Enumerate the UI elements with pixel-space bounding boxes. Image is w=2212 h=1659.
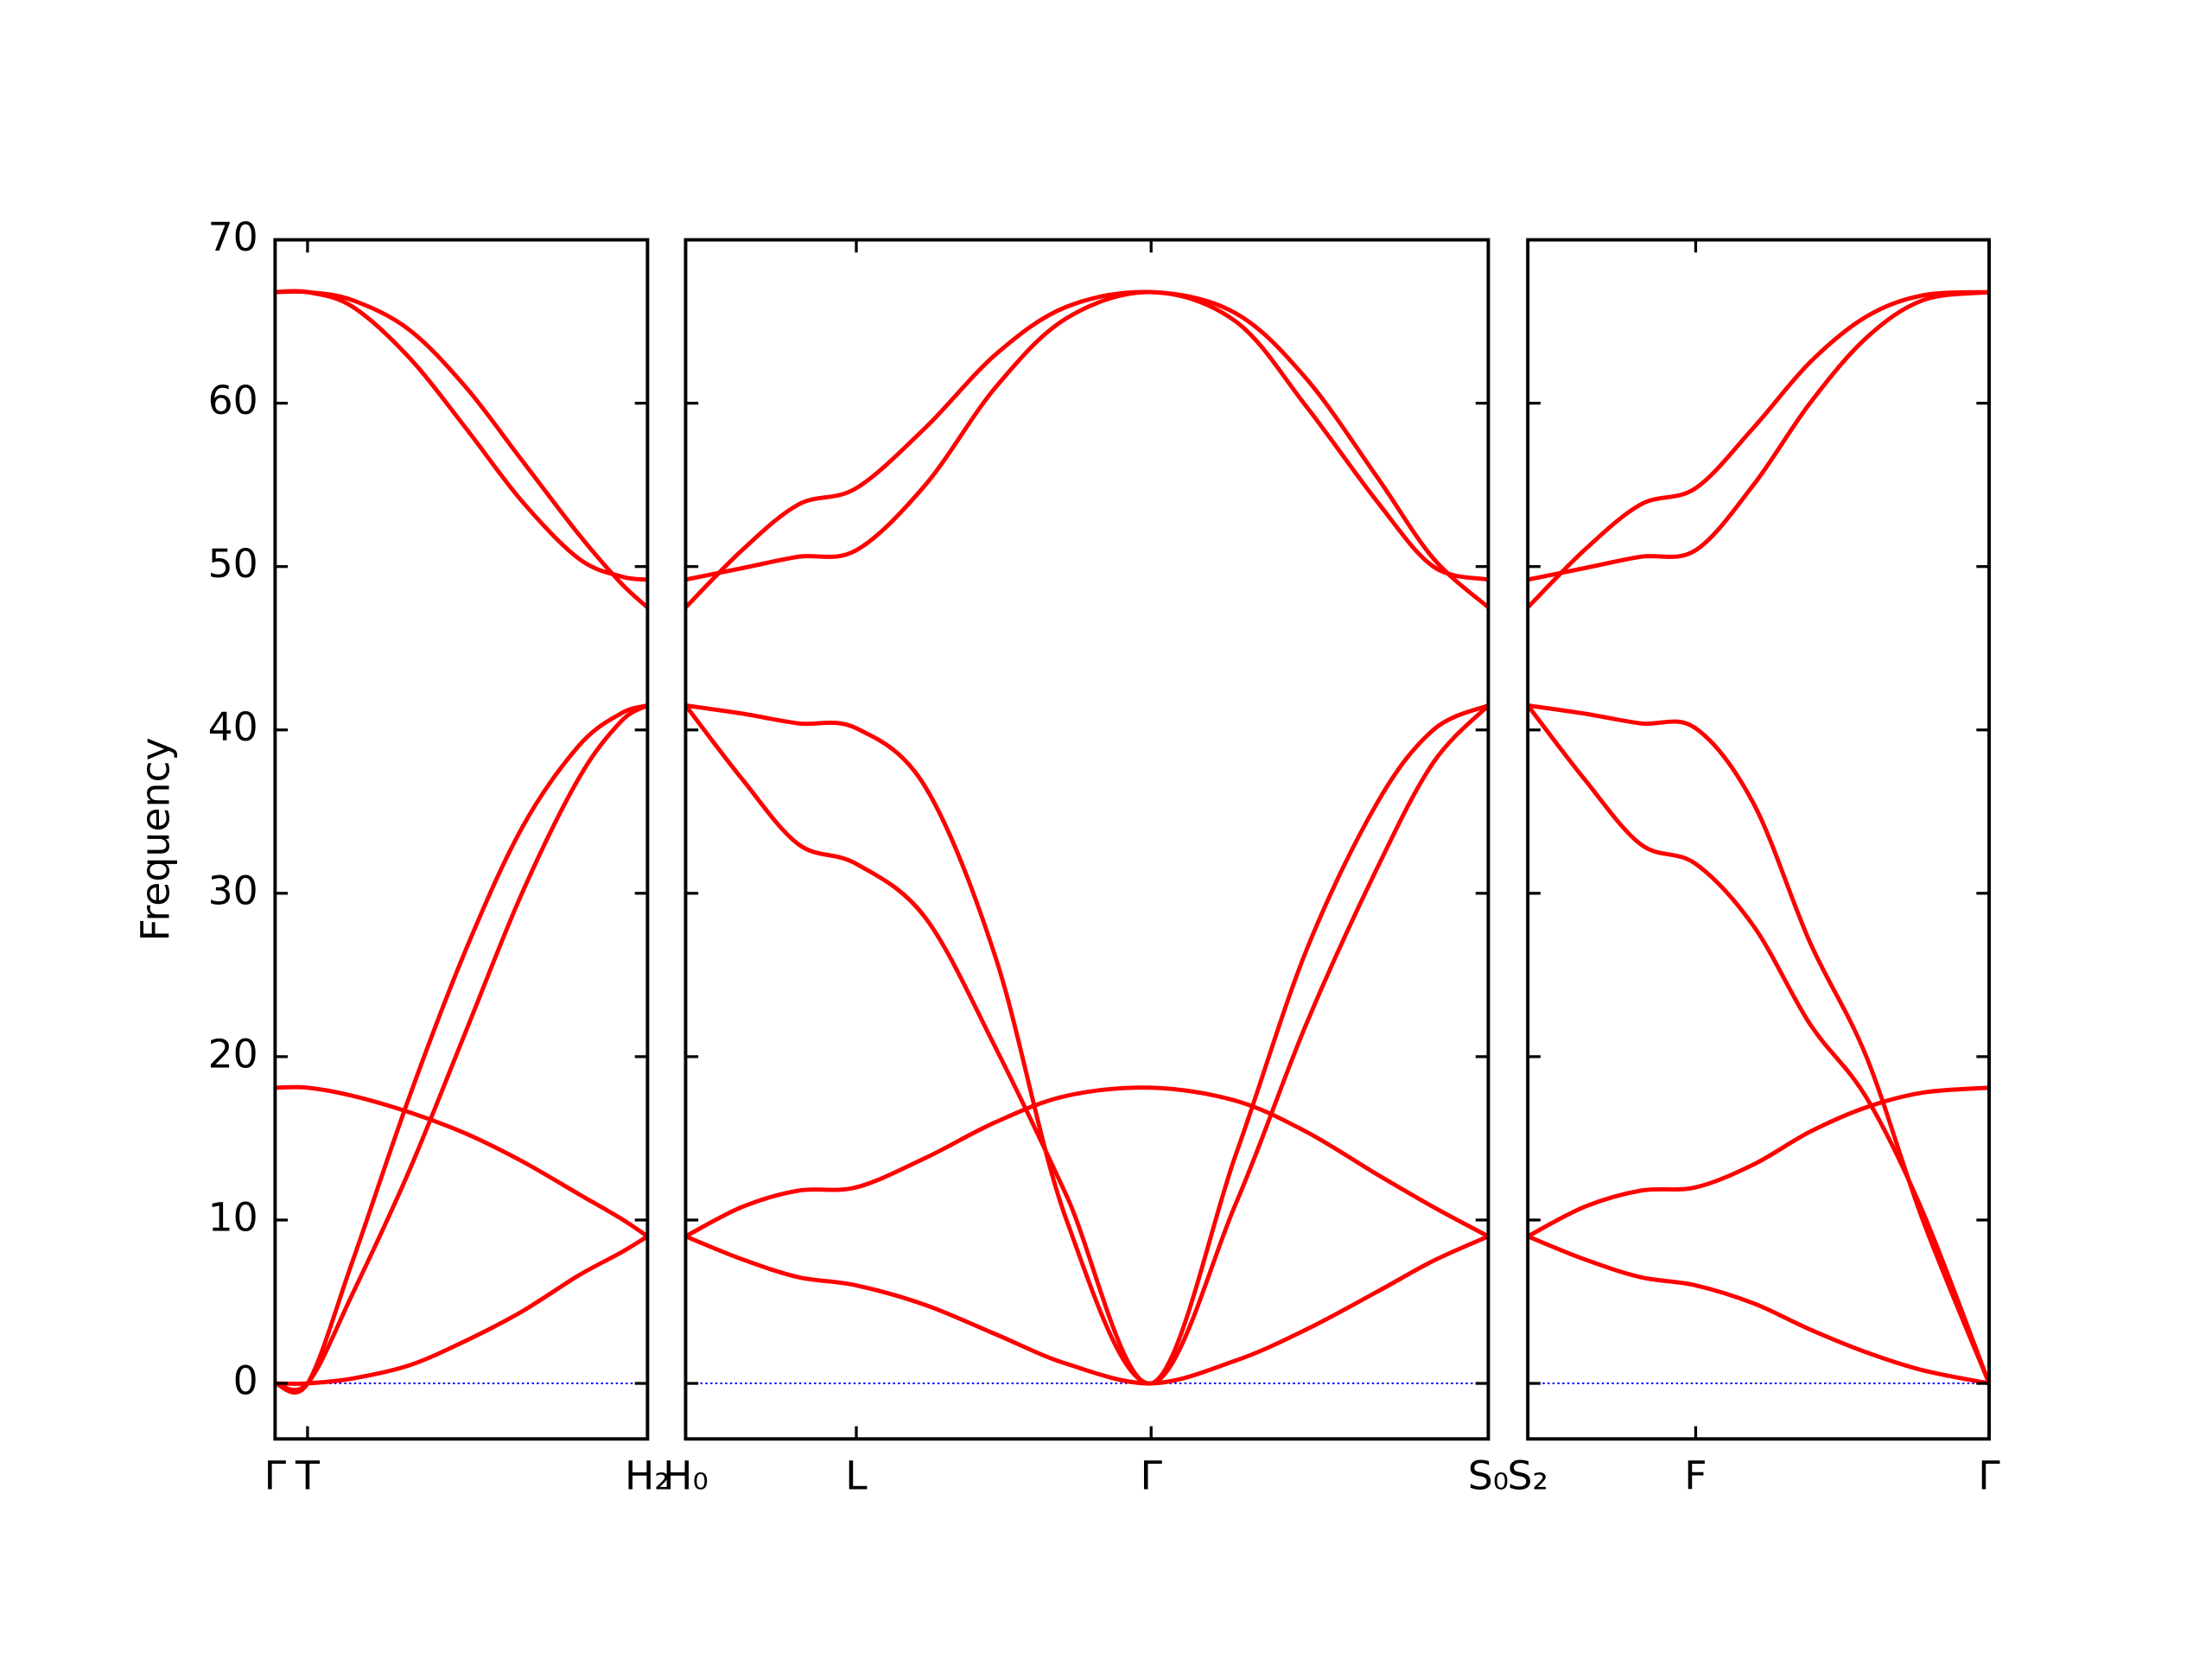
band-line [1526, 289, 1990, 609]
x-tick-label: Γ [1141, 1453, 1163, 1499]
y-tick-label: 50 [208, 541, 258, 587]
x-tick-label: F [1684, 1453, 1707, 1499]
band-line [274, 703, 649, 1393]
x-tick-label: T [295, 1453, 321, 1499]
y-tick-label: 10 [208, 1194, 258, 1240]
panel-frame [683, 238, 1491, 1441]
x-tick-label: S₂ [1507, 1453, 1548, 1499]
y-axis-label: Frequency [132, 737, 178, 941]
y-tick-label: 40 [208, 704, 258, 750]
x-tick-label: H₂ [625, 1453, 671, 1499]
band-line [275, 1084, 649, 1238]
x-tick-label: Γ [264, 1453, 287, 1499]
x-tick-label: H₀ [663, 1453, 709, 1499]
panel-frame [1526, 238, 1991, 1441]
x-tick-label: Γ [1978, 1453, 2000, 1499]
y-tick-label: 20 [208, 1031, 258, 1077]
y-tick-label: 0 [233, 1358, 258, 1404]
band-line [275, 289, 650, 609]
band-line [684, 1085, 1490, 1239]
x-tick-label: S₀ [1468, 1453, 1509, 1499]
band-line [684, 1234, 1490, 1386]
band-line [275, 289, 648, 582]
band-line [1527, 702, 1992, 1384]
x-tick-label: L [845, 1453, 868, 1499]
panel-frame [273, 238, 650, 1441]
band-line [1527, 289, 1990, 582]
y-tick-label: 60 [208, 378, 258, 423]
band-line [683, 289, 1491, 609]
band-line [274, 703, 649, 1395]
band-line [1527, 1234, 1990, 1386]
y-tick-label: 70 [208, 214, 258, 260]
band-line [684, 289, 1490, 582]
band-line [1526, 703, 1992, 1384]
band-line [685, 702, 1491, 1386]
band-line [1527, 1085, 1990, 1239]
band-line [275, 1234, 649, 1386]
band-line [683, 703, 1490, 1386]
y-tick-label: 30 [208, 868, 258, 913]
